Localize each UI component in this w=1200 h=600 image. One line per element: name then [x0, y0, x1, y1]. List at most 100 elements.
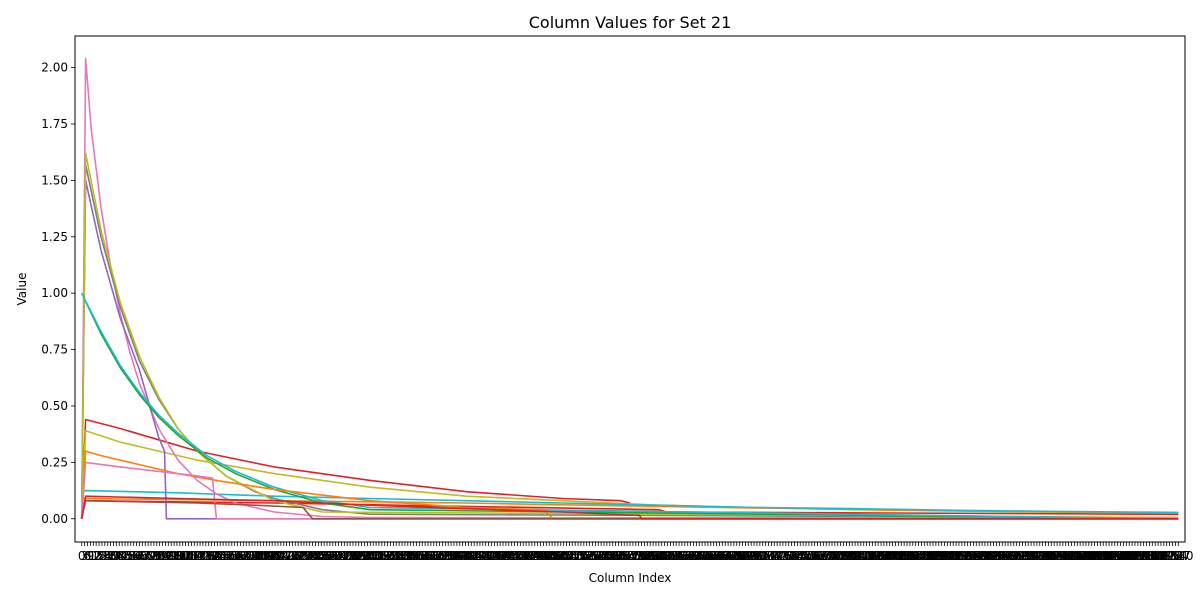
y-tick-label: 1.50	[41, 173, 68, 187]
x-tick-label: 711	[754, 549, 777, 563]
x-tick-label: 1137	[1160, 549, 1191, 563]
x-tick-label: 420	[474, 549, 497, 563]
series-line-12	[80, 461, 1179, 520]
x-tick-label: 192	[255, 549, 278, 563]
series-line-10	[80, 292, 1179, 520]
x-tick-label: 48	[120, 549, 135, 563]
x-tick-label: 87	[158, 549, 173, 563]
x-tick-label: 876	[913, 549, 936, 563]
x-tick-label: 1080	[1105, 549, 1136, 563]
x-tick-label: 495	[546, 549, 569, 563]
x-tick-label: 324	[382, 549, 405, 563]
x-tick-label: 954	[988, 549, 1011, 563]
x-tick-label: 378	[434, 549, 457, 563]
x-tick-label: 786	[826, 549, 849, 563]
x-tick-label: 990	[1023, 549, 1046, 563]
x-tick-label: 804	[844, 549, 867, 563]
x-tick-label: 186	[249, 549, 272, 563]
x-tick-label: 561	[610, 549, 633, 563]
x-tick-label: 351	[408, 549, 431, 563]
x-tick-label: 273	[333, 549, 356, 563]
x-tick-label: 159	[223, 549, 246, 563]
x-tick-label: 1125	[1149, 549, 1180, 563]
x-tick-label: 831	[870, 549, 893, 563]
plot-frame	[74, 35, 1186, 543]
x-tick-label: 393	[448, 549, 471, 563]
x-tick-label: 855	[893, 549, 916, 563]
x-tick-label: 981	[1014, 549, 1037, 563]
x-tick-label: 75	[146, 549, 161, 563]
x-tick-label: 564	[613, 549, 636, 563]
x-tick-label: 735	[777, 549, 800, 563]
chart-title: Column Values for Set 21	[529, 13, 732, 32]
x-tick-label: 618	[665, 549, 688, 563]
x-tick-label: 927	[962, 549, 985, 563]
x-tick-label: 699	[743, 549, 766, 563]
x-tick-label: 771	[812, 549, 835, 563]
x-tick-label: 999	[1031, 549, 1054, 563]
x-tick-label: 447	[500, 549, 523, 563]
x-tick-label: 822	[861, 549, 884, 563]
x-tick-label: 1071	[1097, 549, 1128, 563]
x-tick-label: 318	[376, 549, 399, 563]
x-tick-label: 363	[419, 549, 442, 563]
x-tick-label: 957	[991, 549, 1014, 563]
x-tick-label: 225	[287, 549, 310, 563]
x-tick-label: 621	[668, 549, 691, 563]
x-tick-label: 96	[166, 549, 181, 563]
x-tick-label: 768	[809, 549, 832, 563]
x-tick-label: 639	[685, 549, 708, 563]
x-tick-label: 474	[526, 549, 549, 563]
x-tick-label: 1062	[1088, 549, 1119, 563]
x-tick-label: 441	[494, 549, 517, 563]
x-tick-label: 63	[135, 549, 150, 563]
x-tick-label: 267	[327, 549, 350, 563]
x-tick-label: 615	[662, 549, 685, 563]
series-line-6	[80, 163, 1179, 519]
x-tick-label: 33	[106, 549, 121, 563]
x-tick-label: 1086	[1111, 549, 1142, 563]
x-tick-label: 594	[642, 549, 665, 563]
x-tick-label: 522	[572, 549, 595, 563]
x-tick-label: 897	[933, 549, 956, 563]
x-tick-label: 309	[367, 549, 390, 563]
x-tick-label: 372	[428, 549, 451, 563]
x-tick-label: 387	[443, 549, 466, 563]
x-tick-label: 696	[740, 549, 763, 563]
x-tick-label: 813	[852, 549, 875, 563]
x-tick-label: 1023	[1050, 549, 1081, 563]
x-tick-label: 636	[682, 549, 705, 563]
x-tick-label: 600	[647, 549, 670, 563]
x-tick-label: 102	[168, 549, 191, 563]
x-tick-label: 1008	[1036, 549, 1067, 563]
x-tick-label: 1098	[1123, 549, 1154, 563]
x-tick-label: 78	[149, 549, 164, 563]
x-tick-label: 468	[520, 549, 543, 563]
x-tick-label: 528	[578, 549, 601, 563]
series-line-0	[80, 418, 631, 519]
x-tick-label: 570	[619, 549, 642, 563]
x-tick-label: 891	[927, 549, 950, 563]
x-tick-label: 1026	[1053, 549, 1084, 563]
x-tick-label: 861	[898, 549, 921, 563]
x-tick-label: 201	[264, 549, 287, 563]
x-tick-label: 879	[916, 549, 939, 563]
x-tick-label: 429	[483, 549, 506, 563]
x-tick-label: 300	[359, 549, 382, 563]
x-tick-label: 1107	[1131, 549, 1162, 563]
x-tick-label: 864	[901, 549, 924, 563]
y-tick-label: 0.25	[41, 455, 68, 469]
x-tick-label: 465	[518, 549, 541, 563]
x-tick-label: 810	[849, 549, 872, 563]
x-tick-label: 1140	[1163, 549, 1194, 563]
x-tick-label: 1056	[1082, 549, 1113, 563]
x-tick-label: 366	[422, 549, 445, 563]
x-tick-label: 573	[621, 549, 644, 563]
x-tick-label: 336	[393, 549, 416, 563]
x-tick-label: 801	[841, 549, 864, 563]
x-tick-label: 477	[529, 549, 552, 563]
x-tick-label: 609	[656, 549, 679, 563]
x-tick-label: 204	[267, 549, 290, 563]
x-tick-label: 135	[200, 549, 223, 563]
x-tick-label: 909	[945, 549, 968, 563]
